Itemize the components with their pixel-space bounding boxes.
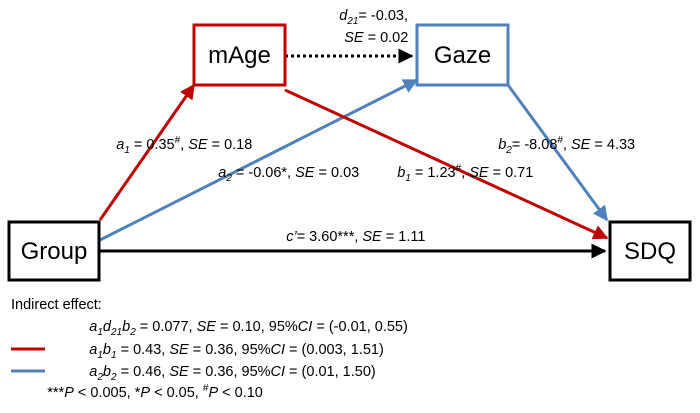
label-a2: a2 = -0.06*, SE = 0.03: [190, 165, 379, 184]
svg-text:a2b2 = 0.46, SE = 0.36, 95%CI: a2b2 = 0.46, SE = 0.36, 95%CI = (0.01, 1…: [53, 364, 404, 383]
svg-text:b2= -8.08#, SE = 4.33: b2= -8.08#, SE = 4.33: [470, 135, 655, 156]
svg-text:a1 = 0.35#, SE = 0.18: a1 = 0.35#, SE = 0.18: [88, 135, 272, 156]
svg-text:c’= 3.60***, SE = 1.11: c’= 3.60***, SE = 1.11: [258, 229, 446, 245]
edge-a2: [99, 78, 419, 242]
svg-text:***P < 0.005, *P < 0.05, #P <: ***P < 0.005, *P < 0.05, #P < 0.10: [11, 383, 291, 401]
node-gaze: Gaze: [415, 23, 510, 87]
edge-b1: [284, 88, 609, 240]
legend-title: Indirect effect:: [11, 297, 102, 313]
label-c: c’= 3.60***, SE = 1.11: [258, 229, 446, 245]
label-d21: d21= -0.03, SE = 0.02: [311, 8, 428, 46]
svg-text:a1b1 = 0.43, SE = 0.36, 95%CI: a1b1 = 0.43, SE = 0.36, 95%CI = (0.003, …: [53, 342, 412, 361]
legend-row-a1b1: a1b1 = 0.43, SE = 0.36, 95%CI = (0.003, …: [11, 342, 412, 361]
edge-a1: [98, 83, 196, 221]
node-sdq: SDQ: [608, 220, 692, 282]
svg-text:b1 = 1.23#, SE = 0.71: b1 = 1.23#, SE = 0.71: [369, 163, 553, 184]
node-group-label: Group: [21, 238, 88, 265]
node-sdq-label: SDQ: [624, 238, 676, 265]
svg-text:a2 = -0.06*, SE = 0.03: a2 = -0.06*, SE = 0.03: [190, 165, 379, 184]
edge-b2: [506, 84, 609, 222]
legend: Indirect effect: a1d21b2 = 0.077, SE = 0…: [11, 297, 436, 401]
label-b2: b2= -8.08#, SE = 4.33: [470, 135, 655, 156]
legend-row-a1d21b2: a1d21b2 = 0.077, SE = 0.10, 95%CI = (-0.…: [53, 319, 436, 338]
node-mage-label: mAge: [208, 42, 271, 69]
svg-text:SE = 0.02: SE = 0.02: [316, 30, 428, 46]
svg-text:d21= -0.03,: d21= -0.03,: [311, 8, 428, 27]
legend-row-a2b2: a2b2 = 0.46, SE = 0.36, 95%CI = (0.01, 1…: [11, 364, 404, 383]
label-b1: b1 = 1.23#, SE = 0.71: [369, 163, 553, 184]
node-mage: mAge: [192, 23, 287, 87]
node-group: Group: [7, 220, 101, 282]
svg-text:a1d21b2 = 0.077, SE = 0.10, 95: a1d21b2 = 0.077, SE = 0.10, 95%CI = (-0.…: [53, 319, 436, 338]
node-gaze-label: Gaze: [434, 42, 491, 69]
label-a1: a1 = 0.35#, SE = 0.18: [88, 135, 272, 156]
legend-note: ***P < 0.005, *P < 0.05, #P < 0.10: [11, 383, 291, 401]
